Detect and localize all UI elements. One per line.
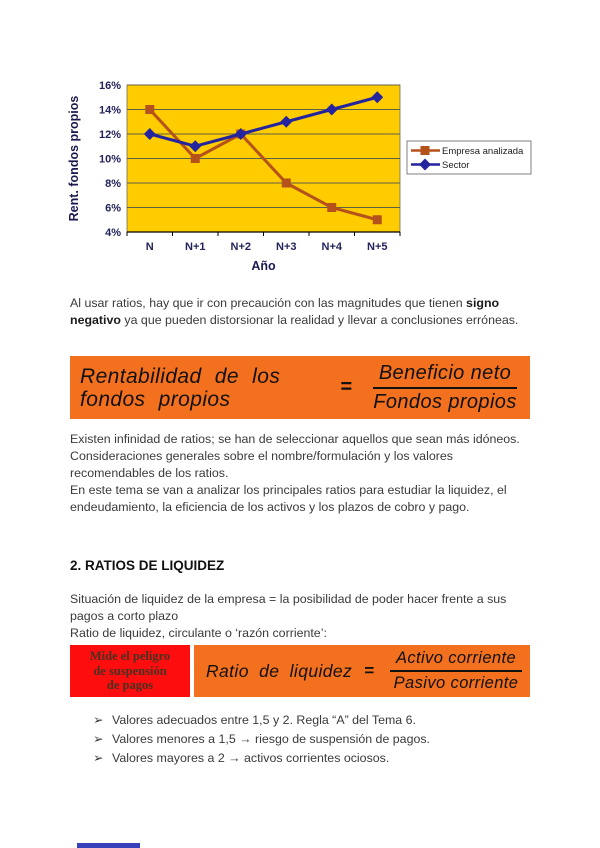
formula-lhs: Rentabilidad de los fondos propios bbox=[70, 365, 332, 411]
square-marker bbox=[281, 178, 291, 188]
formula-lhs-line1: Rentabilidad de los bbox=[80, 364, 281, 388]
x-tick-label: N+1 bbox=[185, 241, 206, 253]
bullet-arrow-icon: ➢ bbox=[93, 732, 104, 746]
equals-sign: = bbox=[340, 376, 352, 398]
formula-lhs-line2: fondos propios bbox=[80, 387, 231, 411]
paragraph-ratios-precaucion: Al usar ratios, hay que ir con precaució… bbox=[70, 295, 532, 329]
paragraph-text: Al usar ratios, hay que ir con precaució… bbox=[70, 296, 467, 310]
bullet-item: ➢ Valores mayores a 2 → activos corrient… bbox=[93, 749, 533, 768]
paragraph-block-consideraciones: Existen infinidad de ratios; se han de s… bbox=[70, 431, 535, 516]
chart-svg: 4% 6% 8% 10% 12% 14% 16% N N+1 N+2 N+3 N+4 N+5 Rent. … bbox=[67, 80, 532, 273]
equals-sign: = bbox=[364, 661, 374, 680]
square-marker bbox=[372, 215, 382, 225]
paragraph-line: Ratio de liquidez, circulante o ‘razón c… bbox=[70, 626, 327, 640]
warning-line: de suspensión bbox=[93, 663, 167, 678]
bullet-text: Valores adecuados entre 1,5 y 2. Regla “… bbox=[112, 713, 416, 727]
y-axis-title: Rent. fondos propios bbox=[67, 96, 81, 222]
x-tick-label: N+4 bbox=[322, 241, 343, 253]
paragraph-line: En este tema se van a analizar los princ… bbox=[70, 483, 507, 514]
paragraph-line: Existen infinidad de ratios; se han de s… bbox=[70, 432, 520, 446]
series-line bbox=[148, 108, 378, 222]
bullet-item: ➢ Valores adecuados entre 1,5 y 2. Regla… bbox=[93, 711, 533, 730]
formula-rentabilidad-banner: Rentabilidad de los fondos propios = Ben… bbox=[70, 356, 530, 419]
square-marker bbox=[145, 105, 155, 114]
cut-off-next-element bbox=[77, 843, 140, 848]
y-tick-label: 6% bbox=[105, 203, 121, 215]
paragraph-text: ya que pueden distorsionar la realidad y… bbox=[120, 313, 519, 327]
section-heading-ratios-liquidez: 2. RATIOS DE LIQUIDEZ bbox=[70, 558, 225, 573]
y-tick-label: 14% bbox=[99, 105, 121, 117]
formula-ratio-liquidez-banner: Ratio de liquidez = Activo corriente Pas… bbox=[194, 645, 530, 697]
y-tick-label: 12% bbox=[99, 129, 121, 141]
roe-line-chart: 4% 6% 8% 10% 12% 14% 16% N N+1 N+2 N+3 N+4 N+5 Rent. … bbox=[58, 72, 550, 280]
x-tick-label: N+3 bbox=[276, 241, 297, 253]
fraction-denominator: Pasivo corriente bbox=[393, 674, 519, 692]
y-tick-label: 8% bbox=[105, 178, 121, 190]
bullet-list-valores: ➢ Valores adecuados entre 1,5 y 2. Regla… bbox=[93, 711, 533, 768]
fraction-denominator: Fondos propios bbox=[373, 390, 517, 413]
warning-line: de pagos bbox=[106, 678, 154, 693]
bullet-text: Valores mayores a 2 → activos corrientes… bbox=[112, 751, 390, 765]
bullet-arrow-icon: ➢ bbox=[93, 713, 104, 727]
fraction-numerator: Beneficio neto bbox=[372, 362, 518, 389]
x-tick-label: N bbox=[146, 241, 154, 253]
paragraph-block-situacion-liquidez: Situación de liquidez de la empresa = la… bbox=[70, 591, 535, 642]
paragraph-line: Consideraciones generales sobre el nombr… bbox=[70, 449, 453, 480]
diamond-marker bbox=[189, 140, 202, 153]
formula-fraction: Activo corriente Pasivo corriente bbox=[382, 649, 530, 693]
x-tick-label: N+2 bbox=[231, 241, 252, 253]
square-marker bbox=[190, 154, 200, 163]
formula-fraction: Beneficio neto Fondos propios bbox=[360, 362, 530, 414]
y-tick-label: 16% bbox=[99, 80, 121, 92]
paragraph-bold-text: signo negativo bbox=[70, 296, 500, 327]
square-marker bbox=[420, 146, 430, 155]
y-tick-label: 10% bbox=[99, 154, 121, 166]
formula-lhs: Ratio de liquidez bbox=[206, 660, 353, 681]
square-marker bbox=[327, 203, 337, 212]
legend-label: Sector bbox=[442, 160, 469, 171]
bullet-item: ➢ Valores menores a 1,5 → riesgo de susp… bbox=[93, 730, 533, 749]
warning-line: Mide el peligro bbox=[89, 649, 171, 664]
diamond-marker bbox=[234, 128, 247, 140]
series-line bbox=[149, 95, 378, 148]
x-tick-label: N+5 bbox=[367, 241, 388, 253]
y-tick-label: 4% bbox=[105, 227, 121, 239]
fraction-numerator: Activo corriente bbox=[389, 649, 523, 672]
legend-label: Empresa analizada bbox=[442, 146, 524, 157]
bullet-text: Valores menores a 1,5 → riesgo de suspen… bbox=[112, 732, 430, 746]
warning-box-suspension-pagos: Mide el peligro de suspensión de pagos bbox=[70, 645, 190, 697]
paragraph-line: Situación de liquidez de la empresa = la… bbox=[70, 592, 507, 623]
diamond-marker bbox=[280, 115, 293, 128]
diamond-marker bbox=[143, 128, 156, 140]
bullet-arrow-icon: ➢ bbox=[93, 751, 104, 765]
x-axis-title: Año bbox=[251, 259, 276, 273]
